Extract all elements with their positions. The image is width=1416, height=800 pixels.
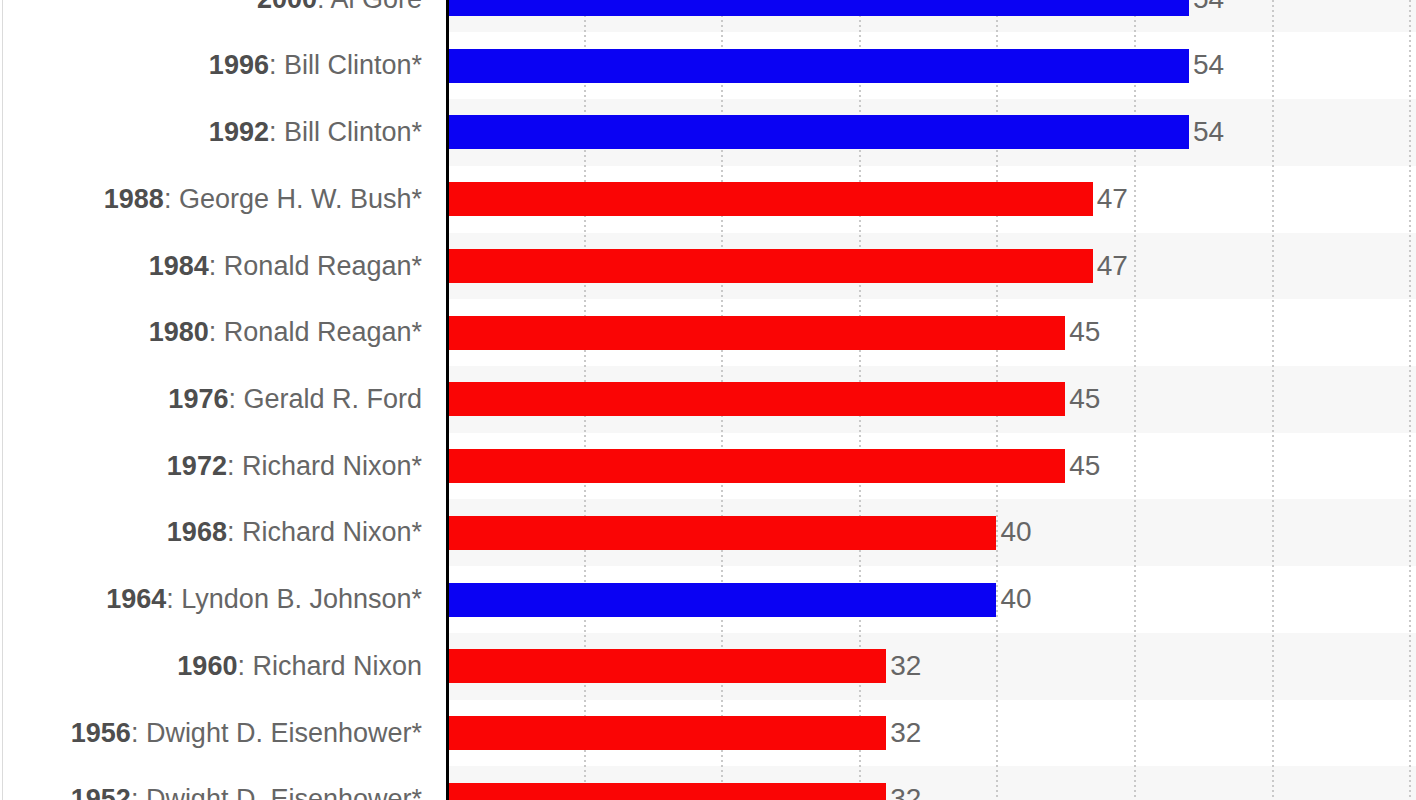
row-year: 2000 (257, 0, 317, 14)
y-axis-line (446, 0, 449, 800)
row-candidate: : Gerald R. Ford (228, 384, 422, 414)
bar-1964 (446, 583, 996, 617)
bar-1956 (446, 716, 886, 750)
value-label: 45 (1069, 433, 1100, 500)
row-year: 1968 (167, 517, 227, 547)
row-year: 1980 (149, 317, 209, 347)
value-label: 54 (1193, 0, 1224, 32)
row-candidate: : Dwight D. Eisenhower* (131, 784, 422, 800)
bar-chart: 2000: Al Gore541996: Bill Clinton*541992… (0, 0, 1416, 800)
value-label: 32 (890, 700, 921, 767)
row-year: 1960 (177, 651, 237, 681)
bar-1984 (446, 249, 1093, 283)
value-label: 45 (1069, 299, 1100, 366)
row-label: 1996: Bill Clinton* (0, 32, 422, 99)
row-year: 1976 (168, 384, 228, 414)
row-label: 1968: Richard Nixon* (0, 499, 422, 566)
row-label: 1956: Dwight D. Eisenhower* (0, 700, 422, 767)
row-candidate: : Al Gore (317, 0, 422, 14)
row-candidate: : Richard Nixon* (227, 517, 422, 547)
row-year: 1972 (167, 451, 227, 481)
bar-1952 (446, 783, 886, 800)
bar-1996 (446, 49, 1189, 83)
row-candidate: : Richard Nixon* (227, 451, 422, 481)
bar-1988 (446, 182, 1093, 216)
row-label: 1988: George H. W. Bush* (0, 166, 422, 233)
gridline (1272, 0, 1274, 800)
row-year: 1952 (71, 784, 131, 800)
row-candidate: : Bill Clinton* (269, 117, 422, 147)
value-label: 47 (1097, 233, 1128, 300)
row-candidate: : Richard Nixon (237, 651, 422, 681)
row-candidate: : Lyndon B. Johnson* (166, 584, 422, 614)
row-label: 1992: Bill Clinton* (0, 99, 422, 166)
row-year: 1992 (209, 117, 269, 147)
row-year: 1996 (209, 50, 269, 80)
bar-2000 (446, 0, 1189, 16)
row-candidate: : Ronald Reagan* (209, 317, 422, 347)
row-label: 1972: Richard Nixon* (0, 433, 422, 500)
row-label: 2000: Al Gore (0, 0, 422, 32)
value-label: 40 (1000, 499, 1031, 566)
value-label: 47 (1097, 166, 1128, 233)
row-label: 1964: Lyndon B. Johnson* (0, 566, 422, 633)
bar-1968 (446, 516, 996, 550)
bar-1976 (446, 382, 1065, 416)
row-year: 1956 (71, 718, 131, 748)
row-year: 1984 (149, 251, 209, 281)
value-label: 45 (1069, 366, 1100, 433)
value-label: 32 (890, 766, 921, 800)
row-year: 1964 (106, 584, 166, 614)
value-label: 54 (1193, 32, 1224, 99)
row-year: 1988 (104, 184, 164, 214)
value-label: 32 (890, 633, 921, 700)
bar-1980 (446, 316, 1065, 350)
value-label: 54 (1193, 99, 1224, 166)
bar-1972 (446, 449, 1065, 483)
row-label: 1976: Gerald R. Ford (0, 366, 422, 433)
bar-1960 (446, 649, 886, 683)
row-candidate: : Bill Clinton* (269, 50, 422, 80)
row-label: 1952: Dwight D. Eisenhower* (0, 766, 422, 800)
row-candidate: : Ronald Reagan* (209, 251, 422, 281)
row-label: 1984: Ronald Reagan* (0, 233, 422, 300)
row-candidate: : George H. W. Bush* (164, 184, 422, 214)
value-label: 40 (1000, 566, 1031, 633)
row-label: 1960: Richard Nixon (0, 633, 422, 700)
gridline (1409, 0, 1411, 800)
bar-1992 (446, 115, 1189, 149)
row-label: 1980: Ronald Reagan* (0, 299, 422, 366)
row-candidate: : Dwight D. Eisenhower* (131, 718, 422, 748)
